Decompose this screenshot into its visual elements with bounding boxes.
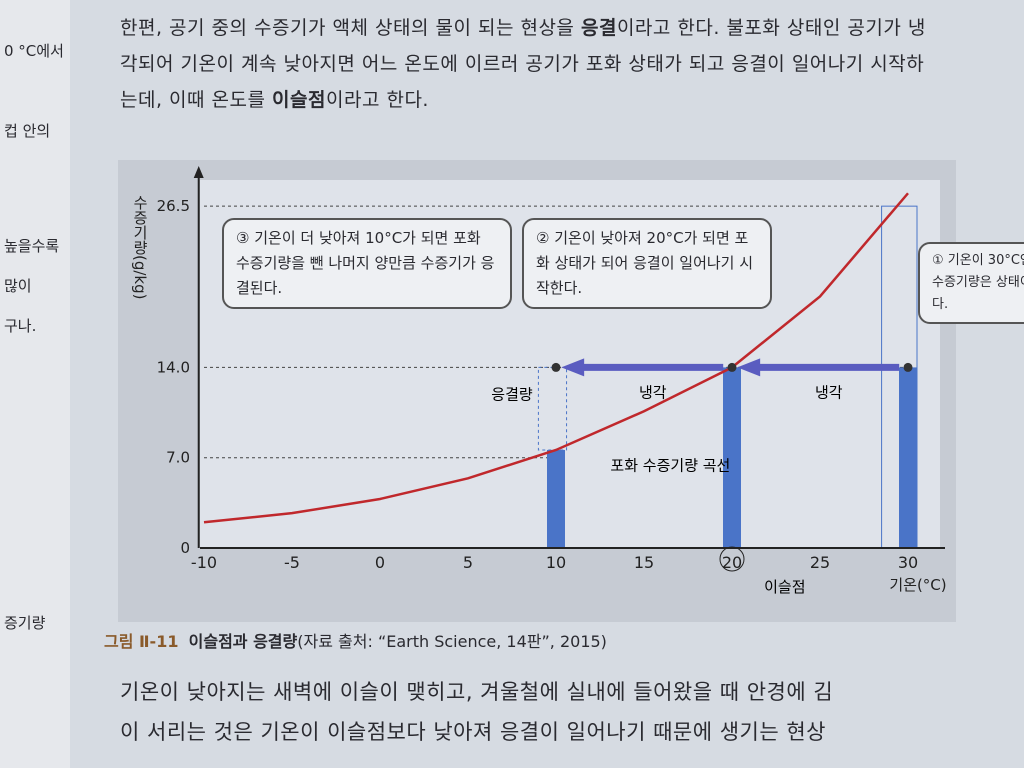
x-axis-label: 기온(°C) xyxy=(889,576,946,594)
text-line: 이 서리는 것은 기온이 이슬점보다 낮아져 응결이 일어나기 때문에 생기는 … xyxy=(120,720,826,744)
arrow-head xyxy=(561,358,585,377)
data-point xyxy=(903,362,913,372)
callout-step2: ② 기온이 낮아져 20°C가 되면 포화 상태가 되어 응결이 일어나기 시작… xyxy=(522,218,772,309)
dew-point-circle xyxy=(719,546,745,572)
y-axis-label: 수증기량(g/kg) xyxy=(131,195,149,300)
margin-text: 증기량 xyxy=(4,614,46,632)
condensed-amount-label: 응결량 xyxy=(491,386,533,404)
callout-step1: ① 기온이 30°C인 수증기량은 상태이다. xyxy=(918,242,1024,324)
bar xyxy=(547,449,565,548)
x-tick-label: -10 xyxy=(191,553,217,572)
curve-label: 포화 수증기량 곡선 xyxy=(610,457,730,475)
text: 한편, 공기 중의 수증기가 액체 상태의 물이 되는 현상을 xyxy=(120,17,581,39)
bar xyxy=(723,367,741,548)
figure-source: (자료 출처: “Earth Science, 14판”, 2015) xyxy=(297,632,607,651)
cooling-label: 냉각 xyxy=(815,383,843,401)
x-tick-label: 10 xyxy=(546,553,566,572)
x-tick-label: 20 xyxy=(722,553,742,572)
term-dew-point: 이슬점 xyxy=(272,89,326,111)
x-tick-label: 5 xyxy=(463,553,473,572)
body-paragraph: 기온이 낮아지는 새벽에 이슬이 맺히고, 겨울철에 실내에 들어왔을 때 안경… xyxy=(120,672,1000,752)
margin-text: 0 °C에서 xyxy=(4,42,64,60)
x-tick-label: 25 xyxy=(810,553,830,572)
margin-text: 높을수록 xyxy=(4,237,60,255)
term-condensation: 응결 xyxy=(580,17,617,39)
bar xyxy=(899,367,917,548)
text: 이라고 한다. xyxy=(325,89,429,111)
arrow-head xyxy=(737,358,761,377)
saturation-curve xyxy=(203,192,909,524)
figure-title: 이슬점과 응결량 xyxy=(188,632,298,651)
adjacent-page-margin: 0 °C에서 컵 안의 높을수록 많이 구나. 증기량 xyxy=(0,0,70,768)
y-tick-label: 0 xyxy=(180,539,190,557)
x-tick-label: 30 xyxy=(898,553,918,572)
figure-caption: 그림 Ⅱ-11 이슬점과 응결량(자료 출처: “Earth Science, … xyxy=(104,628,607,652)
margin-text: 많이 xyxy=(4,277,32,295)
y-tick-label: 26.5 xyxy=(157,197,190,215)
x-tick-label: 0 xyxy=(375,553,385,572)
figure-number: 그림 Ⅱ-11 xyxy=(104,632,179,651)
text-line: 기온이 낮아지는 새벽에 이슬이 맺히고, 겨울철에 실내에 들어왔을 때 안경… xyxy=(120,680,834,704)
intro-paragraph: 한편, 공기 중의 수증기가 액체 상태의 물이 되는 현상을 응결이라고 한다… xyxy=(120,10,940,118)
margin-text: 컵 안의 xyxy=(4,122,51,140)
x-tick-label: -5 xyxy=(284,553,300,572)
y-tick-label: 14.0 xyxy=(157,358,190,376)
y-tick-label: 7.0 xyxy=(166,449,190,467)
x-tick-label: 15 xyxy=(634,553,654,572)
y-axis-arrow xyxy=(193,166,204,178)
callout-step3: ③ 기온이 더 낮아져 10°C가 되면 포화 수증기량을 뺀 나머지 양만큼 … xyxy=(222,218,512,309)
text: 이라고 한다. 불포화 상태인 공기가 냉각되어 기온이 계속 낮아지면 어느 … xyxy=(120,17,926,111)
cooling-label: 냉각 xyxy=(639,383,667,401)
margin-text: 구나. xyxy=(4,317,37,335)
data-point xyxy=(551,362,561,372)
data-point xyxy=(727,362,737,372)
dew-point-label: 이슬점 xyxy=(764,578,805,596)
